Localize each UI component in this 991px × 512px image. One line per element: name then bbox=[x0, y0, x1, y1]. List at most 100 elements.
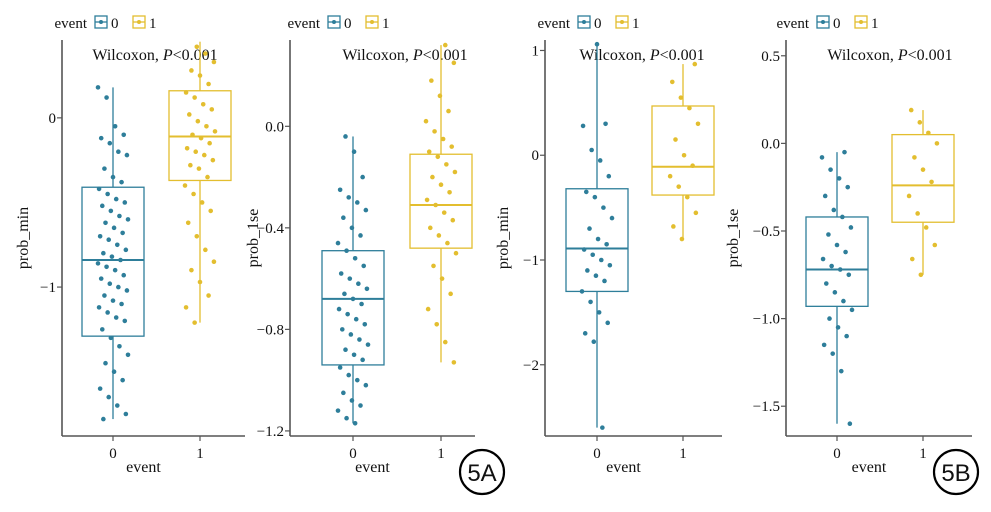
data-point bbox=[605, 320, 611, 326]
data-point bbox=[445, 240, 450, 246]
panel-5b-prob-1se: 0.5 0.0 −0.5 −1.0 −1.5 0 1 event prob_1se Wilcoxo… bbox=[725, 15, 972, 476]
data-point bbox=[194, 44, 200, 50]
data-point bbox=[918, 272, 924, 278]
data-point bbox=[348, 332, 354, 337]
data-point bbox=[582, 331, 588, 336]
data-point bbox=[96, 305, 102, 310]
data-point bbox=[351, 149, 357, 154]
x-tick-label: 1 bbox=[437, 446, 445, 462]
data-point bbox=[111, 225, 117, 231]
x-tick-label: 1 bbox=[679, 446, 687, 462]
data-point bbox=[669, 79, 675, 85]
data-point bbox=[349, 398, 355, 403]
data-point bbox=[210, 157, 216, 163]
y-axis-title: prob_1se bbox=[725, 209, 742, 268]
data-point bbox=[447, 190, 452, 195]
legend-key-dot-1 bbox=[620, 20, 624, 24]
data-point bbox=[828, 167, 833, 172]
data-point bbox=[444, 162, 449, 167]
data-point bbox=[337, 365, 343, 370]
data-point bbox=[909, 256, 915, 262]
data-point bbox=[431, 263, 436, 269]
data-point bbox=[106, 394, 112, 400]
data-point bbox=[354, 200, 360, 205]
y-tick-label: −0.4 bbox=[257, 221, 285, 237]
data-point bbox=[845, 184, 851, 190]
data-point bbox=[842, 149, 847, 155]
data-point bbox=[184, 146, 190, 151]
data-point bbox=[191, 191, 196, 197]
data-point bbox=[692, 61, 698, 67]
data-point bbox=[844, 333, 849, 339]
legend-label-1: 1 bbox=[149, 16, 157, 32]
y-tick-label: −1.2 bbox=[257, 424, 284, 440]
box-iqr bbox=[651, 105, 715, 196]
data-point bbox=[920, 167, 926, 172]
data-point bbox=[594, 41, 600, 47]
stat-test-p-value: <0.001 bbox=[423, 47, 468, 64]
panel-5a-prob-1se: 0.0 −0.4 −0.8 −1.2 0 1 event prob_1se Wilcoxon, … bbox=[245, 15, 475, 476]
data-point bbox=[429, 78, 434, 83]
data-point bbox=[917, 120, 923, 125]
data-point bbox=[121, 132, 127, 138]
data-point bbox=[827, 316, 832, 321]
data-point bbox=[360, 174, 365, 180]
data-point bbox=[109, 254, 115, 259]
box-group-1 bbox=[651, 64, 715, 240]
data-point bbox=[337, 187, 343, 193]
data-point bbox=[362, 322, 368, 327]
data-point bbox=[193, 149, 199, 154]
data-point bbox=[113, 315, 119, 320]
data-point bbox=[843, 249, 848, 255]
data-point bbox=[343, 347, 348, 352]
legend: event 0 1 bbox=[538, 15, 640, 32]
x-tick-label: 1 bbox=[919, 446, 927, 462]
data-point bbox=[915, 211, 920, 216]
data-point bbox=[425, 306, 431, 312]
data-point bbox=[185, 220, 191, 226]
data-point bbox=[671, 224, 676, 229]
data-point bbox=[205, 174, 210, 180]
stat-test-title: Wilcoxon, P<0.001 bbox=[342, 47, 467, 64]
legend-key-dot-0 bbox=[99, 20, 103, 24]
stat-test-title: Wilcoxon, P<0.001 bbox=[827, 47, 952, 64]
data-point bbox=[114, 403, 120, 408]
data-point bbox=[609, 215, 615, 221]
data-point bbox=[451, 60, 457, 66]
data-point bbox=[600, 425, 605, 430]
x-tick-label: 0 bbox=[593, 446, 601, 462]
data-point bbox=[678, 95, 684, 100]
data-point bbox=[197, 279, 203, 285]
stat-test-p-symbol: P bbox=[897, 47, 908, 64]
data-point bbox=[117, 213, 122, 219]
data-point bbox=[358, 403, 363, 408]
data-point bbox=[110, 298, 116, 303]
data-point bbox=[188, 162, 193, 168]
data-point bbox=[835, 325, 841, 330]
data-point bbox=[196, 166, 202, 171]
y-tick-label: −1 bbox=[40, 280, 56, 296]
data-point bbox=[832, 290, 838, 295]
data-point bbox=[212, 129, 218, 134]
data-point bbox=[338, 271, 344, 276]
y-tick-label: −1 bbox=[523, 253, 539, 269]
data-point bbox=[593, 273, 599, 279]
data-point bbox=[124, 152, 130, 158]
data-point bbox=[667, 173, 673, 179]
data-point bbox=[451, 360, 457, 365]
data-point bbox=[834, 242, 840, 248]
legend-label-0: 0 bbox=[594, 16, 602, 32]
data-point bbox=[595, 236, 601, 242]
data-point bbox=[836, 176, 842, 181]
box-group-1 bbox=[891, 110, 955, 275]
data-point bbox=[105, 310, 110, 315]
data-point bbox=[433, 202, 438, 208]
legend-title: event bbox=[777, 16, 810, 32]
data-point bbox=[208, 208, 214, 214]
data-point bbox=[183, 90, 189, 95]
legend-key-dot-0 bbox=[582, 20, 586, 24]
data-point bbox=[826, 232, 831, 237]
data-point bbox=[453, 250, 459, 256]
stat-test-p-value: <0.001 bbox=[173, 47, 218, 64]
data-point bbox=[352, 421, 358, 426]
